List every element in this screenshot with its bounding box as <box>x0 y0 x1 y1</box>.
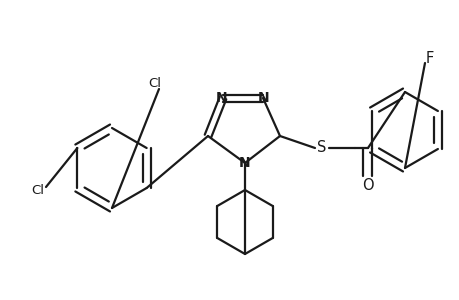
Text: Cl: Cl <box>148 76 161 89</box>
Text: N: N <box>216 91 227 105</box>
Text: F: F <box>425 50 433 65</box>
Text: O: O <box>361 178 373 194</box>
Text: N: N <box>257 91 269 105</box>
Text: Cl: Cl <box>31 184 45 197</box>
Text: S: S <box>317 140 326 155</box>
Text: N: N <box>239 156 250 170</box>
